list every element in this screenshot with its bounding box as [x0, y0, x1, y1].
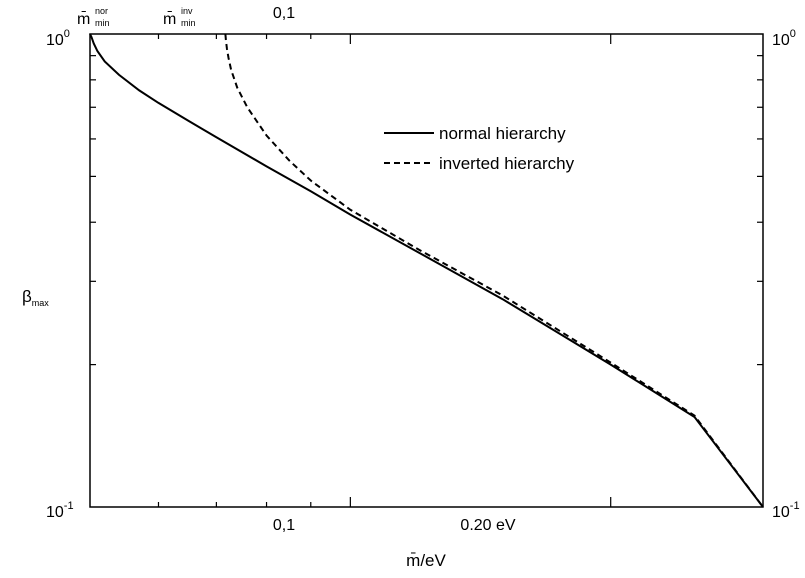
top-label-tick-0-1: 0,1	[273, 5, 295, 22]
top-label-m-inv-sub: min	[181, 18, 196, 28]
series-line-inverted-hierarchy	[224, 33, 764, 508]
top-label-m-nor: m̄	[77, 11, 90, 28]
y-tick-label-bottom-right: 10-1	[772, 500, 800, 521]
top-label-m-nor-sup: nor	[95, 6, 108, 16]
legend-label-inverted: inverted hierarchy	[439, 154, 575, 173]
top-label-m-inv: m̄	[163, 11, 176, 28]
legend: normal hierarchy inverted hierarchy	[384, 124, 575, 173]
legend-label-normal: normal hierarchy	[439, 124, 566, 143]
x-axis-label: m̄/eV	[406, 551, 446, 570]
plot-frame	[89, 33, 764, 508]
top-label-m-nor-sub: min	[95, 18, 110, 28]
y-tick-label-top-left: 100	[46, 28, 70, 49]
axis-ticks	[90, 34, 763, 507]
y-axis-label: βmax	[22, 287, 49, 308]
x-tick-label-0-20: 0.20 eV	[460, 517, 515, 534]
series-line-normal-hierarchy	[89, 33, 764, 508]
series-layer	[89, 33, 764, 508]
x-tick-label-0-1: 0,1	[273, 517, 295, 534]
top-label-m-inv-sup: inv	[181, 6, 193, 16]
y-tick-label-top-right: 100	[772, 28, 796, 49]
y-tick-label-bottom-left: 10-1	[46, 500, 74, 521]
